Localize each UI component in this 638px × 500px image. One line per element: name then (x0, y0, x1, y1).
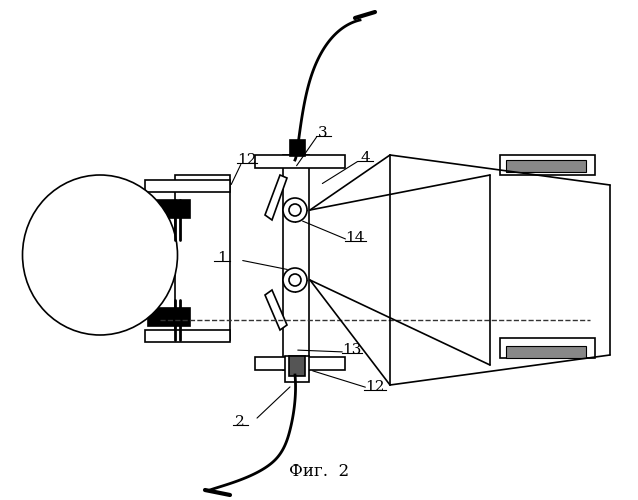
Bar (290, 140, 305, 156)
Bar (255, 357, 345, 370)
Circle shape (283, 268, 307, 292)
Bar (145, 180, 230, 192)
Bar (175, 175, 230, 340)
Bar (255, 155, 345, 168)
Circle shape (289, 204, 301, 216)
Bar (506, 346, 586, 358)
Text: 1: 1 (217, 251, 227, 265)
Text: Фиг.  2: Фиг. 2 (289, 464, 349, 480)
Ellipse shape (22, 175, 177, 335)
Text: 14: 14 (345, 231, 365, 245)
Circle shape (283, 198, 307, 222)
Text: 13: 13 (343, 343, 362, 357)
Text: 12: 12 (365, 380, 385, 394)
Text: 3: 3 (318, 126, 328, 140)
Text: 4: 4 (360, 151, 370, 165)
Polygon shape (265, 290, 287, 330)
Bar (285, 356, 309, 382)
Bar (148, 200, 190, 218)
Bar (289, 356, 305, 376)
Text: 2: 2 (235, 415, 245, 429)
Circle shape (289, 274, 301, 286)
Bar (506, 160, 586, 172)
Bar (145, 330, 230, 342)
Text: 12: 12 (237, 153, 256, 167)
Bar (500, 155, 595, 175)
Bar (148, 308, 190, 326)
Polygon shape (265, 175, 287, 220)
Bar (500, 338, 595, 358)
Bar (283, 155, 309, 370)
